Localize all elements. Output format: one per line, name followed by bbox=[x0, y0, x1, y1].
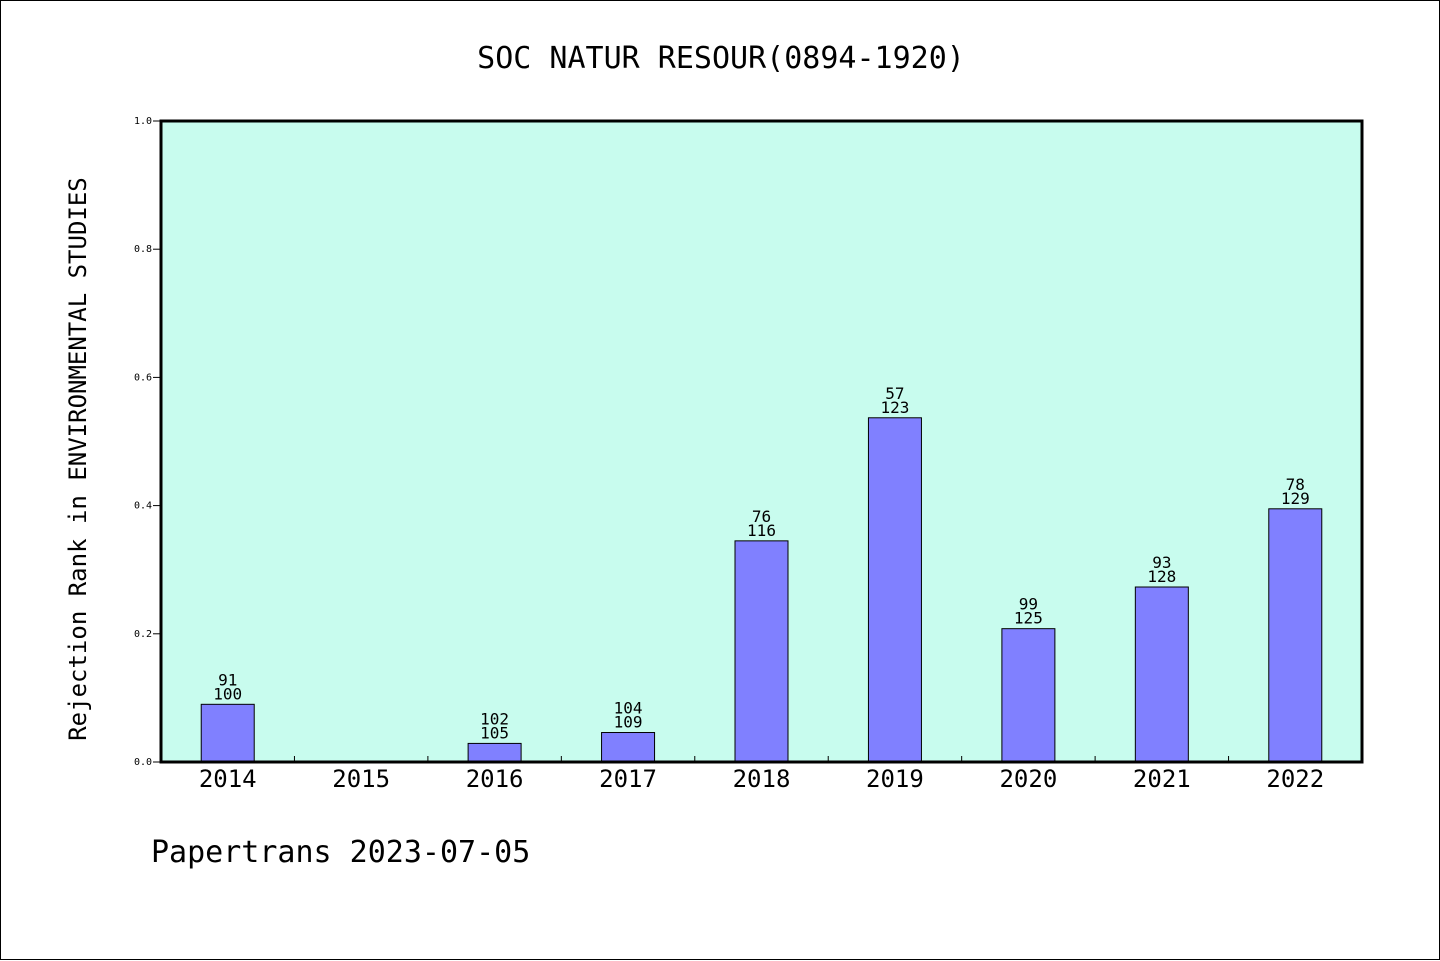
bar-label-bottom: 123 bbox=[880, 398, 909, 417]
x-tick-label: 2014 bbox=[199, 765, 257, 793]
bar-label-bottom: 125 bbox=[1014, 609, 1043, 628]
y-axis-ticks: 0.0 0.2 0.4 0.6 0.8 1.0 bbox=[134, 116, 161, 768]
bar-label-top: 57 bbox=[885, 384, 904, 403]
bar-2014 bbox=[200, 703, 255, 763]
bar-label-bottom: 105 bbox=[480, 723, 509, 742]
bar-2018 bbox=[734, 540, 789, 763]
y-tick-label: 0.2 bbox=[134, 629, 152, 640]
x-tick-label: 2016 bbox=[466, 765, 524, 793]
bar-label-top: 91 bbox=[218, 670, 237, 689]
bar-label-bottom: 129 bbox=[1281, 489, 1310, 508]
plot-border bbox=[159, 119, 1364, 764]
y-tick-label: 0.6 bbox=[134, 372, 152, 383]
bar-2016 bbox=[467, 742, 522, 763]
x-tick-label: 2022 bbox=[1266, 765, 1324, 793]
bar-label-top: 104 bbox=[614, 699, 643, 718]
bar-2020 bbox=[1001, 628, 1056, 763]
footer-stamp: Papertrans 2023-07-05 bbox=[151, 835, 531, 870]
x-tick-label: 2021 bbox=[1133, 765, 1191, 793]
y-tick-label: 0.8 bbox=[134, 244, 152, 255]
chart-title: SOC NATUR RESOUR(0894-1920) bbox=[477, 41, 965, 76]
bar-label-bottom: 100 bbox=[213, 684, 242, 703]
bar-2019 bbox=[867, 417, 922, 763]
x-tick-label: 2015 bbox=[332, 765, 390, 793]
y-tick-label: 0.0 bbox=[134, 757, 152, 768]
x-axis-ticks: 2014 2015 2016 2017 2018 2019 2020 2021 2022 bbox=[199, 756, 1324, 793]
bar-label-top: 102 bbox=[480, 709, 509, 728]
bar-label-bottom: 128 bbox=[1147, 567, 1176, 586]
bar-label-top: 99 bbox=[1019, 595, 1038, 614]
x-tick-label: 2019 bbox=[866, 765, 924, 793]
bar-label-bottom: 116 bbox=[747, 521, 776, 540]
y-tick-label: 1.0 bbox=[134, 116, 152, 127]
bar-label-bottom: 109 bbox=[614, 713, 643, 732]
bar-label-top: 76 bbox=[752, 507, 771, 526]
bar-2021 bbox=[1134, 586, 1189, 763]
bar-label-top: 78 bbox=[1286, 475, 1305, 494]
x-tick-label: 2020 bbox=[999, 765, 1057, 793]
y-axis-label: Rejection Rank in ENVIRONMENTAL STUDIES bbox=[64, 177, 92, 741]
bar-2017 bbox=[601, 732, 656, 763]
x-tick-label: 2017 bbox=[599, 765, 657, 793]
bar-2022 bbox=[1268, 508, 1323, 763]
y-tick-label: 0.4 bbox=[134, 501, 152, 512]
x-tick-label: 2018 bbox=[733, 765, 791, 793]
bars bbox=[200, 417, 1323, 763]
bar-label-top: 93 bbox=[1152, 553, 1171, 572]
